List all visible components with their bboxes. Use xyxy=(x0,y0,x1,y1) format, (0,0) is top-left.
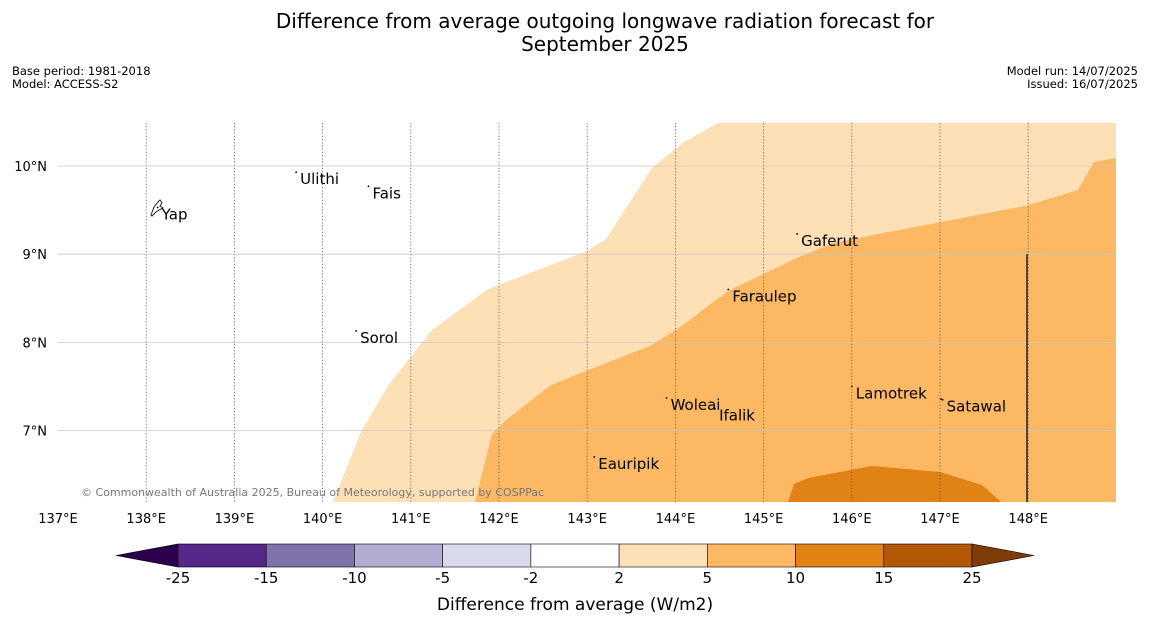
colorbar-bin xyxy=(265,543,355,568)
longitude-tick-label: 143°E xyxy=(567,512,607,527)
anomaly-contour-5-10 xyxy=(475,158,1116,502)
colorbar-tick-label: 2 xyxy=(614,569,624,587)
colorbar-bin xyxy=(177,543,267,568)
colorbar-tick-label: -10 xyxy=(342,569,367,587)
place-label: Sorol xyxy=(360,329,398,347)
longitude-tick-label: 142°E xyxy=(479,512,519,527)
place-label: Woleai xyxy=(671,396,721,414)
longitude-tick-label: 139°E xyxy=(215,512,255,527)
model-name: Model: ACCESS-S2 xyxy=(12,77,119,91)
longitude-tick-label: 146°E xyxy=(832,512,872,527)
place-label: Ifalik xyxy=(719,407,755,425)
latitude-tick-label: 8°N xyxy=(23,336,48,351)
longitude-tick-label: 144°E xyxy=(656,512,696,527)
island-marker xyxy=(665,397,668,399)
colorbar-tick-label: 10 xyxy=(786,569,805,587)
map-title: Difference from average outgoing longwav… xyxy=(0,10,1150,56)
place-labels: Ulithi Fais Yap Gaferut Faraulep Sorol Lamotre… xyxy=(156,170,1006,473)
latitude-tick-labels: 10°N 9°N 8°N 7°N xyxy=(14,160,47,440)
yap-island-shape xyxy=(150,199,164,217)
title-line-2: September 2025 xyxy=(521,32,689,56)
longitude-tick-label: 147°E xyxy=(920,512,960,527)
longitude-tick-labels: 137°E 138°E 139°E 140°E 141°E 142°E 143°E 144°E… xyxy=(38,512,1048,527)
colorbar: -25 -15 -10 -5 -2 2 5 10 15 25 xyxy=(115,543,1035,587)
island-marker xyxy=(593,456,596,458)
colorbar-bin xyxy=(442,543,532,568)
longitude-tick-label: 137°E xyxy=(38,512,78,527)
colorbar-tick-label: -2 xyxy=(523,569,538,587)
longitude-tick-label: 145°E xyxy=(744,512,784,527)
colorbar-overflow-arrow xyxy=(971,543,1035,568)
title-line-1: Difference from average outgoing longwav… xyxy=(275,9,935,33)
place-label: Gaferut xyxy=(801,232,858,250)
colorbar-bin xyxy=(354,543,443,568)
colorbar-tick-label: -15 xyxy=(254,569,279,587)
colorbar-bin xyxy=(707,543,796,568)
longitude-tick-label: 148°E xyxy=(1008,512,1048,527)
meta-left: Base period: 1981-2018 Model: ACCESS-S2 xyxy=(12,65,151,91)
colorbar-tick-label: 5 xyxy=(703,569,713,587)
latitude-tick-label: 7°N xyxy=(23,425,48,440)
colorbar-tick-label: -25 xyxy=(166,569,191,587)
colorbar-tick-label: 25 xyxy=(962,569,981,587)
island-marker xyxy=(156,206,159,209)
colorbar-underflow-arrow xyxy=(115,543,179,568)
issued-date: Issued: 16/07/2025 xyxy=(1027,77,1138,91)
colorbar-bin xyxy=(618,543,708,568)
place-label: Fais xyxy=(372,184,401,202)
copyright-text: © Commonwealth of Australia 2025, Bureau… xyxy=(81,486,544,499)
place-label: Lamotrek xyxy=(856,385,927,403)
meta-right: Model run: 14/07/2025 Issued: 16/07/2025 xyxy=(1007,65,1138,91)
place-label: Satawal xyxy=(947,398,1006,416)
island-marker xyxy=(295,171,298,174)
island-marker xyxy=(355,330,358,332)
colorbar-tick-label: 15 xyxy=(874,569,893,587)
place-label: Yap xyxy=(161,205,188,223)
place-label: Faraulep xyxy=(732,287,796,305)
place-label: Ulithi xyxy=(300,170,339,188)
island-marker xyxy=(796,233,799,235)
colorbar-title: Difference from average (W/m2) xyxy=(437,595,713,615)
colorbar-bin xyxy=(530,543,620,568)
model-run: Model run: 14/07/2025 xyxy=(1006,64,1138,78)
island-marker xyxy=(367,185,370,188)
colorbar-bin xyxy=(883,543,973,568)
gridlines xyxy=(58,123,1116,502)
colorbar-bin xyxy=(795,543,885,568)
latitude-tick-label: 10°N xyxy=(14,160,47,175)
latitude-tick-label: 9°N xyxy=(23,248,48,263)
island-marker xyxy=(941,398,944,401)
longitude-tick-label: 141°E xyxy=(391,512,431,527)
longitude-tick-label: 138°E xyxy=(126,512,166,527)
place-label: Eauripik xyxy=(598,455,659,473)
island-marker xyxy=(727,288,730,291)
island-marker xyxy=(850,385,853,388)
base-period: Base period: 1981-2018 xyxy=(12,64,151,78)
map-panel: Ulithi Fais Yap Gaferut Faraulep Sorol Lamotre… xyxy=(58,123,1116,502)
island-marker xyxy=(714,407,716,410)
colorbar-tick-label: -5 xyxy=(435,569,450,587)
anomaly-contour-10-15 xyxy=(788,466,1001,502)
longitude-tick-label: 140°E xyxy=(303,512,343,527)
island-marker xyxy=(940,398,942,400)
